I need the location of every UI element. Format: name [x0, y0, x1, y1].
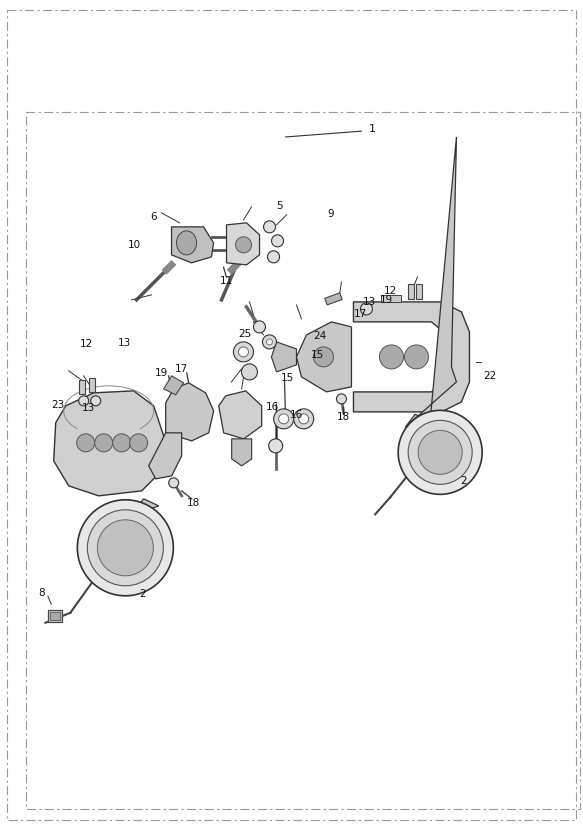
Polygon shape: [149, 433, 182, 479]
Text: 12: 12: [384, 286, 397, 295]
Polygon shape: [166, 383, 214, 441]
Bar: [325, 293, 342, 305]
Polygon shape: [272, 342, 297, 372]
Circle shape: [262, 334, 276, 349]
Polygon shape: [164, 376, 184, 395]
Circle shape: [113, 434, 131, 452]
Polygon shape: [227, 222, 259, 265]
Circle shape: [254, 321, 265, 333]
Circle shape: [94, 434, 113, 452]
Text: 8: 8: [38, 588, 45, 598]
Circle shape: [413, 417, 427, 432]
Text: 2: 2: [460, 476, 467, 486]
Circle shape: [91, 396, 101, 406]
Text: 5: 5: [276, 201, 283, 211]
Text: 16: 16: [290, 410, 303, 420]
Text: 13: 13: [363, 297, 376, 307]
Circle shape: [279, 414, 289, 424]
Circle shape: [97, 520, 153, 576]
Text: 17: 17: [354, 309, 367, 319]
Text: 23: 23: [52, 400, 65, 410]
Text: 19: 19: [155, 368, 168, 378]
Polygon shape: [405, 137, 456, 427]
Circle shape: [241, 364, 258, 380]
Polygon shape: [110, 499, 159, 520]
Circle shape: [129, 434, 147, 452]
Circle shape: [272, 235, 283, 247]
Circle shape: [264, 221, 276, 233]
Text: 18: 18: [187, 498, 201, 508]
Circle shape: [78, 500, 173, 596]
Bar: [48, 610, 62, 622]
Text: 1: 1: [368, 124, 375, 134]
Circle shape: [294, 409, 314, 429]
Ellipse shape: [177, 231, 196, 255]
Text: 25: 25: [238, 330, 251, 339]
Circle shape: [336, 394, 346, 404]
Text: 12: 12: [80, 339, 93, 349]
Circle shape: [79, 396, 89, 406]
Text: 11: 11: [220, 276, 233, 286]
Bar: [409, 285, 415, 300]
Circle shape: [236, 237, 251, 253]
Text: 10: 10: [128, 240, 141, 250]
Text: 9: 9: [328, 209, 335, 219]
Polygon shape: [231, 439, 252, 466]
Circle shape: [408, 420, 472, 485]
Text: 13: 13: [82, 403, 95, 413]
Polygon shape: [54, 391, 164, 496]
Circle shape: [266, 339, 272, 345]
Circle shape: [77, 434, 94, 452]
Circle shape: [269, 439, 283, 453]
Text: 19: 19: [380, 295, 392, 305]
Bar: [50, 612, 61, 620]
Circle shape: [233, 342, 254, 362]
Text: 2: 2: [139, 589, 146, 599]
Polygon shape: [297, 322, 352, 392]
Circle shape: [273, 409, 294, 429]
Circle shape: [360, 303, 373, 315]
Circle shape: [298, 414, 308, 424]
Text: 16: 16: [266, 402, 279, 412]
Bar: [79, 380, 85, 394]
Text: 22: 22: [483, 371, 496, 381]
Circle shape: [380, 345, 403, 369]
Text: 18: 18: [337, 412, 350, 422]
Circle shape: [87, 510, 163, 586]
Polygon shape: [171, 227, 213, 263]
Text: 17: 17: [175, 364, 188, 374]
Text: 15: 15: [311, 350, 324, 360]
Polygon shape: [381, 295, 402, 302]
Circle shape: [314, 347, 333, 367]
Bar: [89, 378, 94, 392]
Circle shape: [405, 345, 429, 369]
Polygon shape: [219, 391, 262, 439]
Text: 6: 6: [150, 212, 157, 222]
Text: 15: 15: [281, 374, 294, 383]
Circle shape: [168, 478, 178, 488]
Circle shape: [110, 510, 125, 525]
Polygon shape: [353, 302, 469, 412]
Circle shape: [398, 410, 482, 495]
Circle shape: [418, 430, 462, 475]
Circle shape: [268, 251, 279, 263]
Circle shape: [238, 347, 248, 357]
Text: 13: 13: [118, 338, 131, 348]
Text: 24: 24: [313, 331, 326, 341]
Bar: [416, 285, 423, 300]
